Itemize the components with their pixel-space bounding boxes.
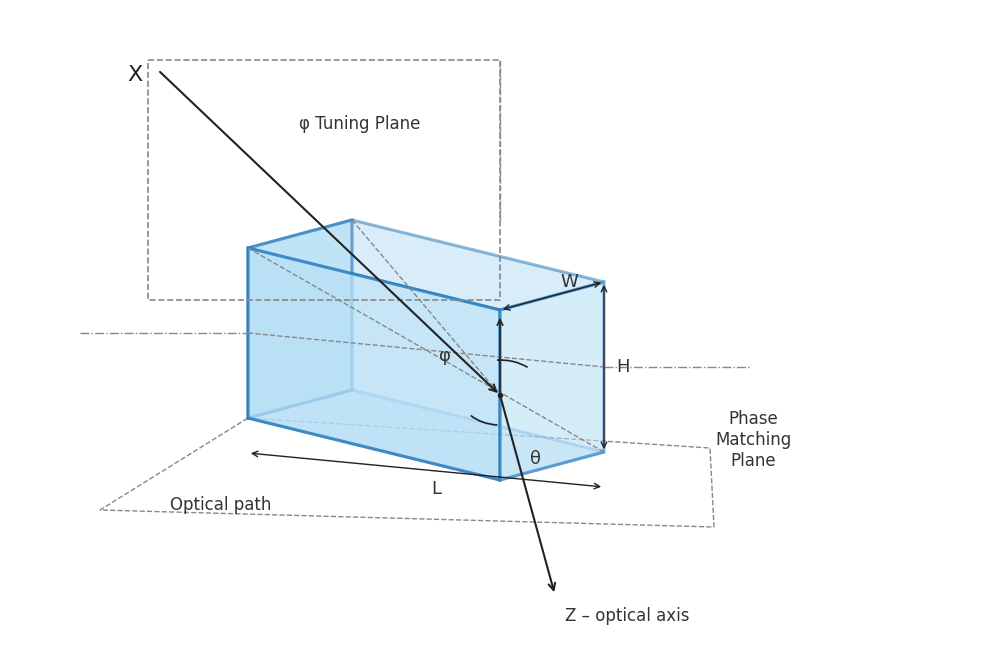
Text: Optical path: Optical path — [170, 496, 271, 514]
Text: W: W — [560, 273, 578, 291]
Polygon shape — [500, 282, 604, 480]
Polygon shape — [248, 220, 604, 310]
Text: θ: θ — [530, 450, 541, 468]
Text: Phase
Matching
Plane: Phase Matching Plane — [715, 410, 791, 470]
Text: φ: φ — [439, 347, 451, 365]
Text: Z – optical axis: Z – optical axis — [565, 607, 689, 625]
Polygon shape — [248, 390, 604, 480]
Text: φ Tuning Plane: φ Tuning Plane — [298, 115, 420, 133]
Text: H: H — [616, 358, 630, 376]
Text: X: X — [128, 65, 143, 85]
Polygon shape — [248, 220, 352, 418]
Text: L: L — [431, 480, 442, 498]
Polygon shape — [248, 248, 500, 480]
